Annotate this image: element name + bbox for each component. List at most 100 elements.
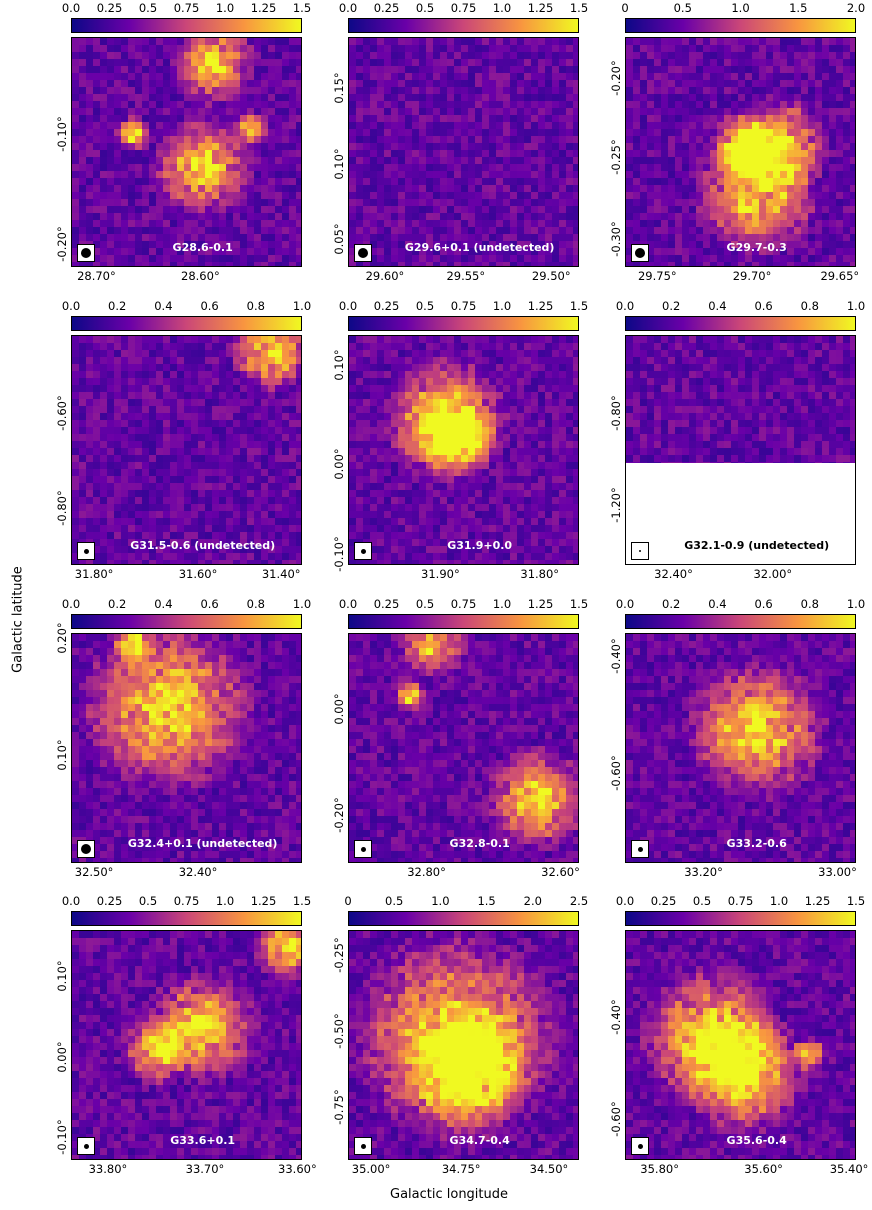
beam-size-indicator xyxy=(77,542,95,560)
y-tick-label: -0.75° xyxy=(332,1089,346,1125)
source-label: G29.7-0.3 xyxy=(726,241,787,254)
colorbar-tick-label: 0.75 xyxy=(450,1,477,15)
beam-size-indicator xyxy=(77,1137,95,1155)
colorbar-tick-label: 1.5 xyxy=(846,894,866,908)
map-noise-texture xyxy=(72,931,301,1159)
x-tick-label: 31.90° xyxy=(421,567,460,581)
y-tick-label: 0.10° xyxy=(332,349,346,381)
colorbar xyxy=(348,18,579,33)
intensity-map xyxy=(348,633,579,863)
colorbar-tick-label: 0.0 xyxy=(338,299,358,313)
intensity-map xyxy=(348,335,579,565)
colorbar-tick-label: 0.0 xyxy=(61,894,81,908)
colorbar-tick-label: 1.0 xyxy=(492,299,512,313)
colorbar xyxy=(71,614,302,629)
x-tick-label: 34.50° xyxy=(529,1162,569,1176)
beam-ellipse xyxy=(83,1143,89,1149)
x-tick-label: 32.40° xyxy=(654,567,693,581)
map-noise-texture xyxy=(72,38,301,266)
y-tick-label: -0.20° xyxy=(609,60,623,97)
beam-size-indicator xyxy=(354,840,372,858)
y-tick-label: -0.10° xyxy=(332,535,346,572)
intensity-map xyxy=(71,633,302,863)
x-tick-label: 29.75° xyxy=(637,269,677,283)
colorbar-tick-label: 2.5 xyxy=(569,894,589,908)
x-tick-label: 31.40° xyxy=(261,567,301,581)
y-tick-label: -0.50° xyxy=(332,1013,346,1049)
y-tick-label: 0.15° xyxy=(332,71,346,104)
x-tick-label: 33.70° xyxy=(185,1162,225,1176)
intensity-map xyxy=(348,930,579,1160)
colorbar-tick-label: 1.25 xyxy=(250,894,277,908)
colorbar xyxy=(71,911,302,926)
beam-size-indicator xyxy=(631,542,649,560)
colorbar-tick-label: 1.0 xyxy=(492,597,512,611)
colorbar-tick-label: 0.75 xyxy=(173,1,200,15)
source-label: G32.1-0.9 (undetected) xyxy=(684,539,830,552)
colorbar-tick-label: 0.4 xyxy=(708,299,727,313)
colorbar-tick-label: 0.0 xyxy=(61,597,81,611)
colorbar-tick-label: 0.6 xyxy=(754,597,773,611)
x-tick-label: 31.80° xyxy=(520,567,560,581)
colorbar-tick-label: 1.5 xyxy=(569,1,589,15)
colorbar xyxy=(71,18,302,33)
colorbar-tick-label: 0.25 xyxy=(373,597,400,611)
colorbar xyxy=(625,316,856,331)
y-tick-label: -0.25° xyxy=(332,937,346,974)
beam-ellipse xyxy=(81,248,91,258)
colorbar-tick-label: 0.25 xyxy=(373,299,400,313)
y-tick-label: 0.10° xyxy=(55,739,69,771)
colorbar-tick-label: 1.25 xyxy=(527,1,554,15)
intensity-map xyxy=(71,335,302,565)
y-tick-label: -0.60° xyxy=(609,755,623,792)
colorbar-tick-label: 0.2 xyxy=(108,299,127,313)
colorbar-tick-label: 1.5 xyxy=(569,299,589,313)
colorbar-tick-label: 0.6 xyxy=(200,299,219,313)
colorbar-tick-label: 0.4 xyxy=(154,597,173,611)
map-noise-texture xyxy=(349,931,578,1159)
colorbar-tick-label: 0.5 xyxy=(385,894,404,908)
x-tick-label: 33.20° xyxy=(684,865,723,879)
colorbar-tick-label: 0.0 xyxy=(615,894,635,908)
x-tick-label: 35.40° xyxy=(829,1162,869,1176)
beam-size-indicator xyxy=(631,1137,649,1155)
x-tick-label: 33.60° xyxy=(278,1162,317,1176)
x-tick-label: 33.00° xyxy=(818,865,857,879)
intensity-map xyxy=(625,930,856,1160)
map-noise-texture xyxy=(72,634,301,862)
source-label: G33.2-0.6 xyxy=(726,837,787,850)
colorbar-tick-label: 0.5 xyxy=(415,597,435,611)
colorbar-tick-label: 1.25 xyxy=(250,1,277,15)
colorbar-tick-label: 1.0 xyxy=(292,597,312,611)
map-noise-texture xyxy=(626,931,855,1159)
x-tick-label: 31.60° xyxy=(178,567,218,581)
colorbar-tick-label: 0 xyxy=(344,894,352,908)
colorbar-tick-label: 1.25 xyxy=(527,597,554,611)
y-tick-label: -0.25° xyxy=(609,138,623,175)
y-tick-label: -0.60° xyxy=(55,395,69,431)
intensity-map xyxy=(71,930,302,1160)
source-label: G35.6-0.4 xyxy=(726,1134,787,1147)
y-tick-label: -0.20° xyxy=(55,226,69,262)
colorbar-tick-label: 0.2 xyxy=(662,597,681,611)
colorbar xyxy=(348,316,579,331)
y-tick-label: 0.00° xyxy=(332,448,346,480)
colorbar-tick-label: 0.4 xyxy=(154,299,173,313)
colorbar xyxy=(625,18,856,33)
colorbar-tick-label: 0.5 xyxy=(415,1,435,15)
colorbar-tick-label: 0.75 xyxy=(173,894,200,908)
x-tick-label: 32.50° xyxy=(74,865,114,879)
map-noise-texture xyxy=(626,38,855,266)
intensity-map xyxy=(625,633,856,863)
intensity-map xyxy=(348,37,579,267)
x-tick-label: 32.60° xyxy=(541,865,580,879)
beam-size-indicator xyxy=(631,244,649,262)
beam-ellipse xyxy=(360,548,366,554)
colorbar-tick-label: 0.6 xyxy=(200,597,219,611)
y-tick-label: -0.80° xyxy=(55,489,69,526)
x-tick-label: 31.80° xyxy=(74,567,114,581)
y-tick-label: 0.00° xyxy=(55,1040,69,1073)
colorbar-tick-label: 1.0 xyxy=(215,894,235,908)
colorbar-tick-label: 0.2 xyxy=(662,299,681,313)
intensity-map xyxy=(71,37,302,267)
